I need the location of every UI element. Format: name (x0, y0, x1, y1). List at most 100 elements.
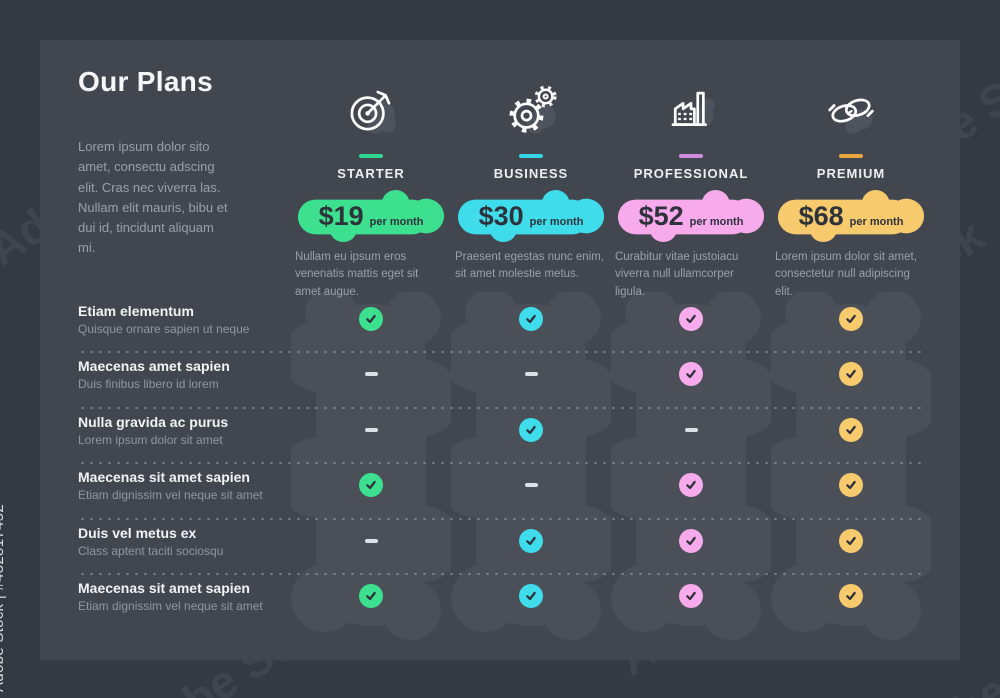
feature-subtitle: Etiam dignissim vel neque sit amet (78, 488, 263, 503)
plan-accent-underline (679, 154, 703, 158)
plan-accent-underline (519, 154, 543, 158)
dash-icon (364, 538, 378, 543)
price-badge-text: $68 per month (772, 189, 930, 243)
price-amount: $68 (798, 200, 844, 231)
feature-title: Duis vel metus ex (78, 524, 197, 541)
price-badge-text: $30 per month (452, 189, 610, 243)
price-badge: $52 per month (612, 189, 770, 243)
availability-cell-professional (611, 464, 771, 519)
feature-cells (291, 575, 931, 630)
plan-accent-underline (839, 154, 863, 158)
price-badge: $68 per month (772, 189, 930, 243)
availability-cell-premium (771, 520, 931, 575)
price-amount: $30 (478, 200, 524, 231)
availability-cell-business (451, 520, 611, 575)
availability-cell-business (451, 353, 611, 408)
feature-subtitle: Quisque ornare sapien ut neque (78, 322, 250, 336)
plans-header-row: STARTER $19 per month Nullam eu ipsum eros… (291, 82, 931, 301)
price-amount: $19 (318, 200, 364, 231)
availability-cell-professional (611, 575, 771, 630)
availability-cell-starter (291, 353, 451, 408)
availability-cell-professional (611, 520, 771, 575)
column-blob (611, 292, 771, 640)
plan-column-business: BUSINESS $30 per month Praesent egestas nu… (451, 82, 611, 301)
plan-name: BUSINESS (493, 166, 569, 181)
price-badge-text: $52 per month (612, 189, 770, 243)
column-blob (291, 292, 451, 640)
feature-label: Maecenas sit amet sapien Etiam dignissim … (78, 469, 263, 502)
availability-cell-premium (771, 298, 931, 353)
dash-icon (684, 427, 698, 432)
target-icon (344, 82, 398, 138)
feature-title: Maecenas sit amet sapien (78, 469, 250, 486)
feature-cells (291, 298, 931, 353)
check-icon (839, 417, 863, 442)
feature-row: Duis vel metus ex Class aptent taciti soc… (40, 520, 960, 576)
feature-subtitle: Lorem ipsum dolor sit amet (78, 432, 223, 447)
plan-name: PREMIUM (816, 166, 886, 181)
feature-cells (291, 520, 931, 575)
feature-label: Duis vel metus ex Class aptent taciti soc… (78, 525, 223, 558)
feature-row: Nulla gravida ac purus Lorem ipsum dolor … (40, 409, 960, 465)
check-icon (519, 307, 543, 331)
availability-cell-premium (771, 353, 931, 408)
feature-label: Etiam elementum Quisque ornare sapien ut … (78, 303, 249, 336)
feature-label: Maecenas sit amet sapien Etiam dignissim … (78, 580, 263, 613)
column-blobs-layer (291, 292, 931, 640)
content-panel: Our Plans Lorem ipsum dolor sito amet, c… (40, 40, 960, 660)
feature-title: Maecenas sit amet sapien (78, 579, 250, 596)
availability-cell-starter (291, 409, 451, 464)
feature-row: Maecenas sit amet sapien Etiam dignissim … (40, 575, 960, 630)
dash-icon (364, 427, 378, 432)
check-icon (679, 307, 703, 331)
plan-accent-underline (359, 154, 383, 158)
feature-row: Maecenas sit amet sapien Etiam dignissim … (40, 464, 960, 520)
feature-row: Etiam elementum Quisque ornare sapien ut … (40, 298, 960, 354)
feature-subtitle: Etiam dignissim vel neque sit amet (78, 598, 263, 613)
check-icon (519, 528, 543, 553)
feature-title: Etiam elementum (78, 303, 194, 319)
plan-name: PROFESSIONAL (633, 166, 749, 181)
handshake-icon (824, 82, 878, 138)
price-badge: $19 per month (292, 189, 450, 243)
plan-description: Lorem ipsum dolor sit amet, consectetur … (775, 251, 917, 298)
column-blob (451, 292, 611, 640)
availability-cell-professional (611, 409, 771, 464)
check-icon (839, 473, 863, 498)
badge-blob (297, 189, 445, 243)
intro-text: Lorem ipsum dolor sito amet, consectu ad… (78, 139, 228, 256)
features-table: Etiam elementum Quisque ornare sapien ut … (40, 298, 960, 630)
plan-column-starter: STARTER $19 per month Nullam eu ipsum eros… (291, 82, 451, 301)
availability-cell-starter (291, 575, 451, 630)
badge-blob (777, 189, 925, 243)
feature-cells (291, 464, 931, 519)
column-blob (771, 292, 931, 640)
price-period: per month (849, 215, 904, 228)
plan-column-professional: PROFESSIONAL $52 per month Curabitur vitae… (611, 82, 771, 301)
check-icon (359, 307, 383, 331)
badge-blob (617, 189, 765, 243)
dash-icon (524, 372, 538, 377)
check-icon (679, 473, 703, 498)
availability-cell-professional (611, 353, 771, 408)
gears-icon (504, 82, 558, 138)
check-icon (839, 528, 863, 553)
availability-cell-business (451, 298, 611, 353)
feature-title: Maecenas amet sapien (78, 358, 230, 375)
availability-cell-starter (291, 298, 451, 353)
page-title: Our Plans (78, 66, 213, 97)
check-icon (839, 583, 863, 608)
check-icon (679, 583, 703, 608)
watermark-side-label: Adobe Stock | #432817452 (0, 504, 7, 692)
feature-row: Maecenas amet sapien Duis finibus libero … (40, 353, 960, 410)
plan-column-premium: PREMIUM $68 per month Lorem ipsum dolor si… (771, 82, 931, 301)
availability-cell-business (451, 409, 611, 464)
price-period: per month (689, 215, 744, 228)
feature-subtitle: Class aptent taciti sociosqu (78, 543, 224, 558)
check-icon (359, 473, 383, 498)
price-period: per month (529, 215, 584, 228)
availability-cell-starter (291, 464, 451, 519)
price-badge: $30 per month (452, 189, 610, 243)
plan-description: Praesent egestas nunc enim, sit amet mol… (455, 251, 604, 281)
